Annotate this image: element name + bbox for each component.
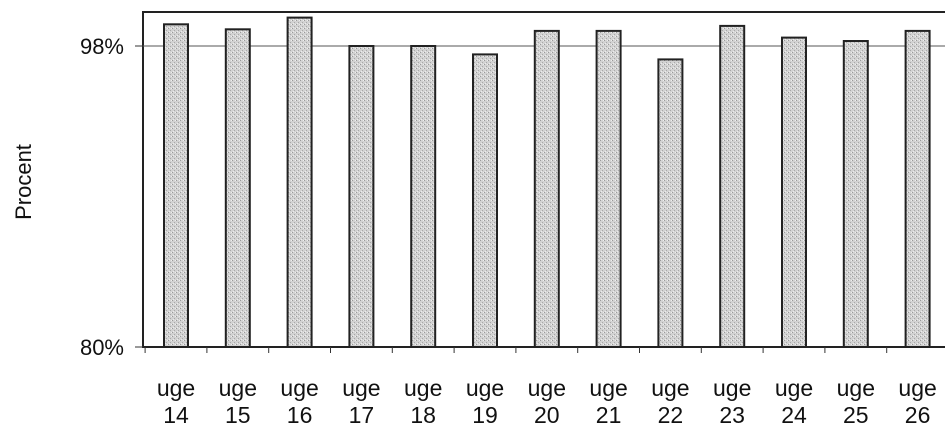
bar-uge-14 [163,23,189,349]
bar-uge-18 [410,45,437,348]
x-axis-ticks [144,347,888,353]
bar-uge-17 [348,45,375,348]
y-tick-label: 98% [80,34,124,59]
x-category-label: uge 24 [775,375,813,428]
bar-uge-23 [719,24,746,349]
x-category-label: uge 21 [589,375,627,428]
bar-uge-19 [472,53,498,349]
bar-uge-25 [842,40,869,348]
x-category-label: uge 23 [713,375,751,428]
bar-uge-22 [657,58,684,349]
x-category-label: uge 26 [898,375,936,428]
bar-uge-26 [904,29,931,349]
bar-uge-15 [224,28,251,349]
bar-uge-16 [286,16,313,348]
x-category-label: uge 25 [837,375,875,428]
x-category-label: uge 14 [157,375,195,428]
y-axis-title: Procent [11,144,36,220]
x-axis-category-labels: uge 14 uge 15 uge 16 uge 17 uge 18 uge 19 uge 20 uge 21… [157,375,937,428]
x-category-label: uge 16 [280,375,318,428]
bar-uge-20 [533,29,560,349]
y-axis-tick-labels: 98% 80% [80,34,143,360]
y-tick-label: 80% [80,335,124,360]
bar-uge-24 [781,36,807,348]
x-category-label: uge 18 [404,375,442,428]
bar-uge-21 [595,29,622,349]
x-category-label: uge 15 [219,375,257,428]
x-category-label: uge 20 [528,375,566,428]
bars [163,16,931,349]
x-category-label: uge 19 [466,375,504,428]
x-category-label: uge 17 [342,375,380,428]
x-category-label: uge 22 [651,375,689,428]
